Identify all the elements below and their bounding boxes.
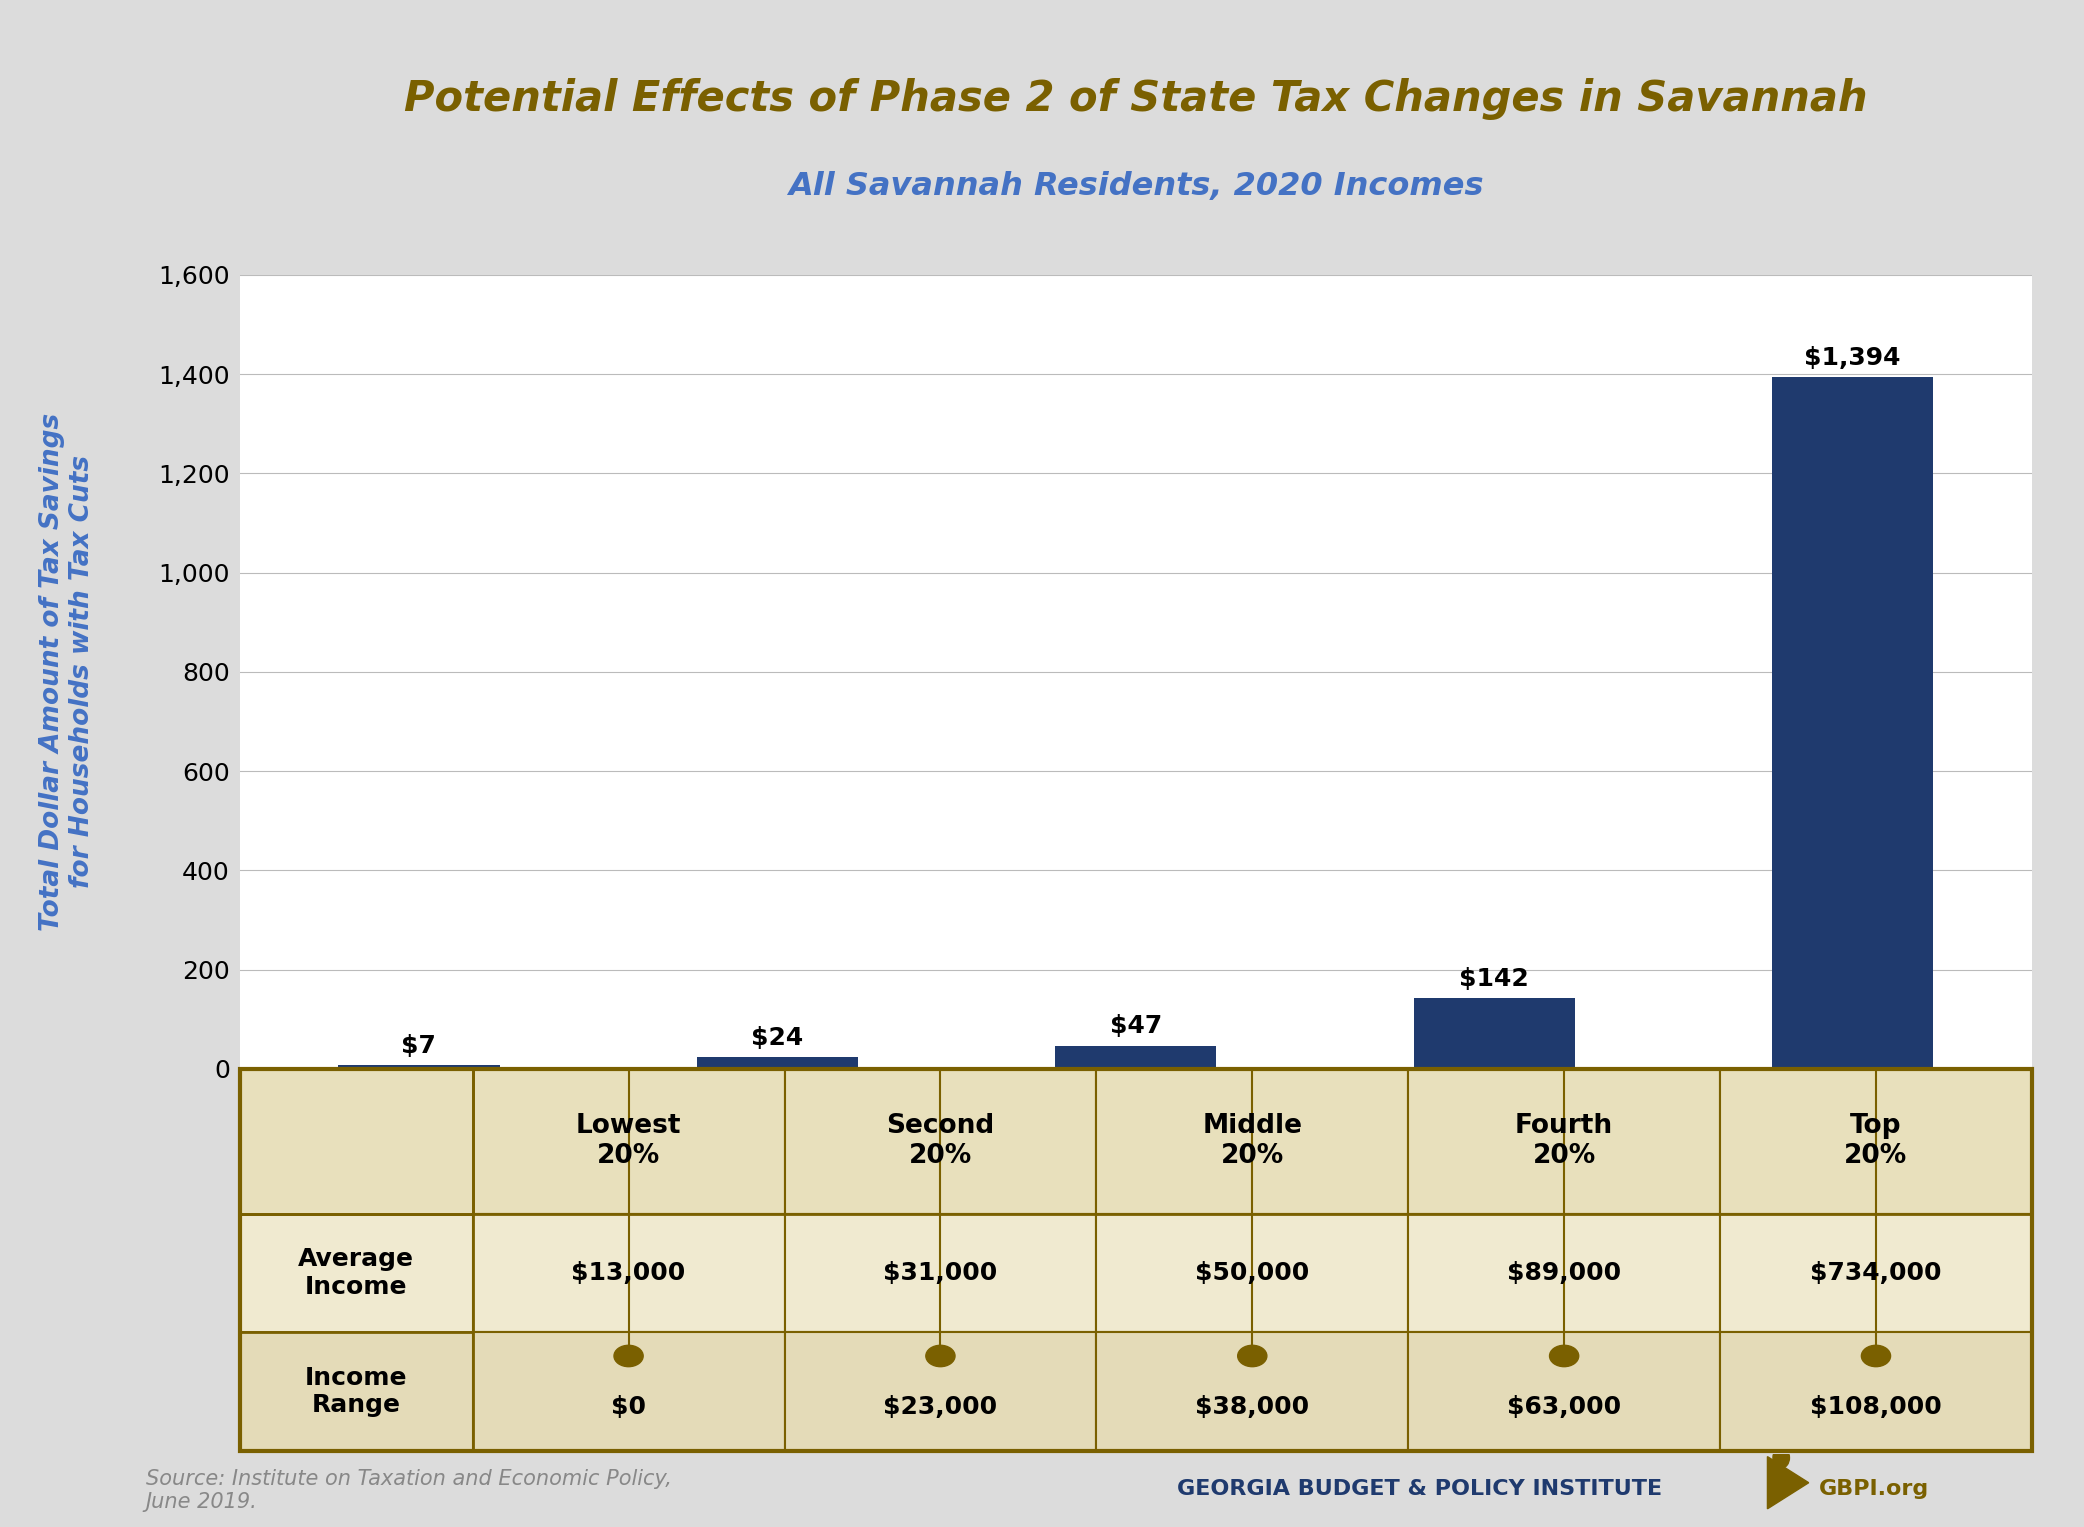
Text: $38,000: $38,000 bbox=[1196, 1394, 1309, 1419]
Text: $734,000: $734,000 bbox=[1811, 1261, 1942, 1286]
Text: $47: $47 bbox=[1109, 1014, 1163, 1038]
Bar bbox=[1055, 1046, 1217, 1069]
Text: $50,000: $50,000 bbox=[1194, 1261, 1309, 1286]
Text: $23,000: $23,000 bbox=[884, 1394, 998, 1419]
Text: Source: Institute on Taxation and Economic Policy,
June 2019.: Source: Institute on Taxation and Econom… bbox=[146, 1469, 671, 1512]
Bar bbox=[1771, 377, 1934, 1069]
Text: $108,000: $108,000 bbox=[1811, 1394, 1942, 1419]
Text: Total Dollar Amount of Tax Savings
for Households with Tax Cuts: Total Dollar Amount of Tax Savings for H… bbox=[40, 412, 94, 931]
Bar bbox=[696, 1057, 859, 1069]
Text: Potential Effects of Phase 2 of State Tax Changes in Savannah: Potential Effects of Phase 2 of State Ta… bbox=[404, 78, 1867, 121]
Circle shape bbox=[1773, 1448, 1790, 1469]
Text: Fourth
20%: Fourth 20% bbox=[1515, 1113, 1613, 1170]
Bar bbox=[338, 1066, 500, 1069]
Text: $24: $24 bbox=[750, 1026, 804, 1049]
Text: Lowest
20%: Lowest 20% bbox=[575, 1113, 681, 1170]
Text: $7: $7 bbox=[402, 1034, 436, 1058]
Text: GBPI.org: GBPI.org bbox=[1819, 1478, 1930, 1500]
Text: Average
Income: Average Income bbox=[298, 1248, 415, 1299]
Text: $63,000: $63,000 bbox=[1507, 1394, 1621, 1419]
Text: $1,394: $1,394 bbox=[1805, 345, 1901, 370]
Text: $0: $0 bbox=[611, 1394, 646, 1419]
Text: $31,000: $31,000 bbox=[884, 1261, 998, 1286]
Text: $13,000: $13,000 bbox=[571, 1261, 686, 1286]
Text: Income
Range: Income Range bbox=[304, 1365, 406, 1417]
Polygon shape bbox=[1767, 1457, 1809, 1509]
Text: $89,000: $89,000 bbox=[1507, 1261, 1621, 1286]
Text: Top
20%: Top 20% bbox=[1844, 1113, 1907, 1170]
Text: All Savannah Residents, 2020 Incomes: All Savannah Residents, 2020 Incomes bbox=[788, 171, 1484, 202]
Text: Middle
20%: Middle 20% bbox=[1202, 1113, 1302, 1170]
Text: Second
20%: Second 20% bbox=[886, 1113, 994, 1170]
Text: GEORGIA BUDGET & POLICY INSTITUTE: GEORGIA BUDGET & POLICY INSTITUTE bbox=[1177, 1478, 1663, 1500]
Bar bbox=[1413, 999, 1576, 1069]
Text: $142: $142 bbox=[1459, 967, 1530, 991]
